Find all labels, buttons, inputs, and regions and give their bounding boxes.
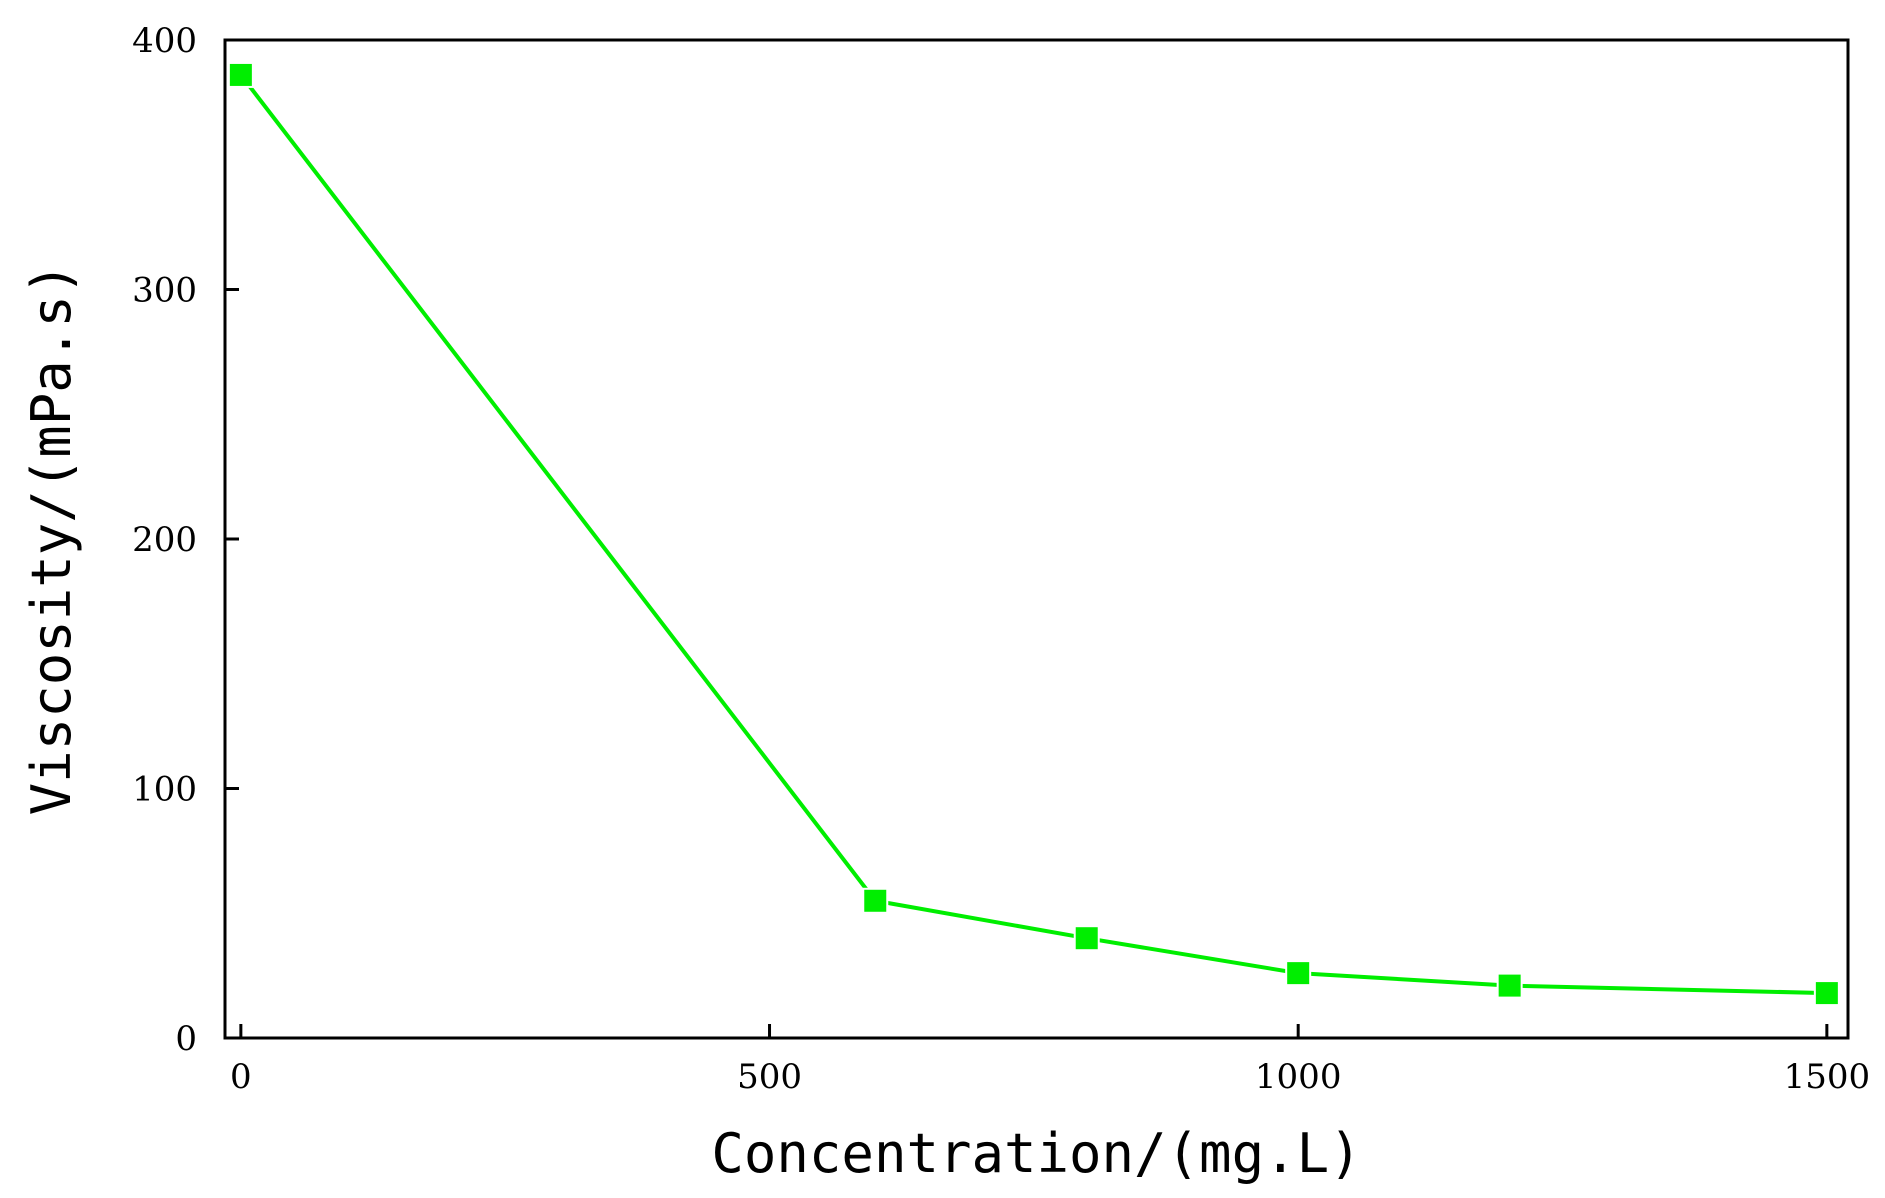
plot-frame <box>223 38 1850 1040</box>
y-tick-label: 300 <box>132 271 197 311</box>
x-axis-title: Concentration/(mg.L) <box>711 1122 1361 1185</box>
x-tick-label: 0 <box>230 1057 252 1097</box>
data-point-marker <box>1073 925 1100 952</box>
y-tick-label: 200 <box>132 520 197 560</box>
axis-ticks: 0 500 1000 1500 0 100 200 300 400 <box>132 21 1870 1097</box>
plot-area-border <box>223 38 1850 1040</box>
data-point-marker <box>1813 980 1840 1007</box>
y-tick-label: 100 <box>132 770 197 810</box>
x-tick-label: 1500 <box>1784 1057 1871 1097</box>
x-tick-label: 1000 <box>1255 1057 1342 1097</box>
data-point-marker <box>1496 972 1523 999</box>
series-line <box>239 73 1827 996</box>
y-tick-label: 400 <box>132 21 197 61</box>
x-tick-label: 500 <box>737 1057 802 1097</box>
data-point-marker <box>862 887 889 914</box>
data-point-marker <box>227 61 254 88</box>
y-tick-label: 0 <box>175 1019 197 1059</box>
y-axis-title: Viscosity/(mPa.s) <box>20 263 83 816</box>
data-series <box>227 61 1840 1007</box>
data-point-marker <box>1285 960 1312 987</box>
